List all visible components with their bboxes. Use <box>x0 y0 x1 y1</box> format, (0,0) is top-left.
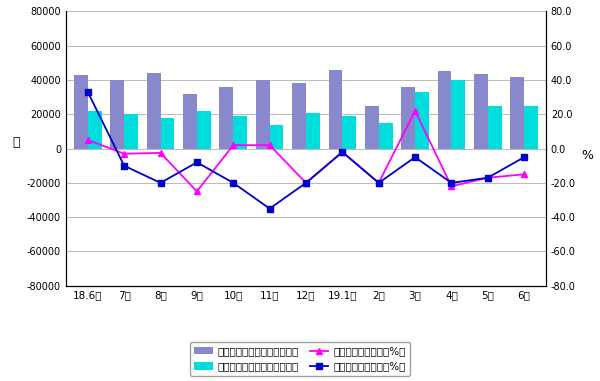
Y-axis label: %: % <box>581 149 593 162</box>
Bar <box>474 74 488 149</box>
金属成形机床同比（%） <box>157 181 164 185</box>
金属切削机床同比（%） <box>375 181 382 185</box>
Bar <box>124 114 138 149</box>
金属切削机床同比（%） <box>484 175 491 180</box>
Bar <box>197 111 211 149</box>
Bar <box>256 80 269 149</box>
金属切削机床同比（%） <box>448 184 455 189</box>
Bar <box>511 77 524 149</box>
Bar <box>306 114 320 149</box>
Line: 金属成形机床同比（%）: 金属成形机床同比（%） <box>85 88 527 212</box>
金属成形机床同比（%） <box>230 181 237 185</box>
Bar <box>329 70 343 149</box>
金属成形机床同比（%） <box>339 150 346 154</box>
Bar <box>233 116 247 149</box>
Bar <box>220 87 233 149</box>
Bar <box>88 111 101 149</box>
Bar <box>451 80 465 149</box>
金属切削机床同比（%） <box>84 138 91 142</box>
金属成形机床同比（%） <box>84 90 91 94</box>
Bar <box>110 80 124 149</box>
金属成形机床同比（%） <box>412 155 419 159</box>
Bar <box>488 106 502 149</box>
Bar <box>437 72 451 149</box>
金属切削机床同比（%） <box>230 143 237 147</box>
Bar <box>183 94 197 149</box>
金属切削机床同比（%） <box>339 150 346 154</box>
金属切削机床同比（%） <box>121 151 128 156</box>
Bar <box>524 106 538 149</box>
Legend: 金属切削机床月度产量（台）, 金属成形机床月度产量（台）, 金属切削机床同比（%）, 金属成形机床同比（%）: 金属切削机床月度产量（台）, 金属成形机床月度产量（台）, 金属切削机床同比（%… <box>190 342 410 376</box>
Bar <box>415 92 429 149</box>
Bar <box>292 83 306 149</box>
Bar <box>401 87 415 149</box>
金属切削机床同比（%） <box>302 181 310 185</box>
金属切削机床同比（%） <box>412 109 419 113</box>
金属成形机床同比（%） <box>121 163 128 168</box>
金属切削机床同比（%） <box>521 172 528 177</box>
Bar <box>161 118 175 149</box>
Line: 金属切削机床同比（%）: 金属切削机床同比（%） <box>85 107 527 195</box>
金属切削机床同比（%） <box>193 189 200 194</box>
金属切削机床同比（%） <box>266 143 273 147</box>
金属切削机床同比（%） <box>157 150 164 155</box>
Bar <box>74 75 88 149</box>
金属成形机床同比（%） <box>302 181 310 185</box>
金属成形机床同比（%） <box>266 207 273 211</box>
金属成形机床同比（%） <box>521 155 528 159</box>
金属成形机床同比（%） <box>448 181 455 185</box>
Bar <box>343 116 356 149</box>
金属成形机床同比（%） <box>193 160 200 165</box>
Bar <box>147 73 161 149</box>
金属成形机床同比（%） <box>375 181 382 185</box>
Bar <box>365 106 379 149</box>
金属成形机床同比（%） <box>484 175 491 180</box>
Y-axis label: 台: 台 <box>12 136 20 149</box>
Bar <box>379 123 392 149</box>
Bar <box>269 125 283 149</box>
